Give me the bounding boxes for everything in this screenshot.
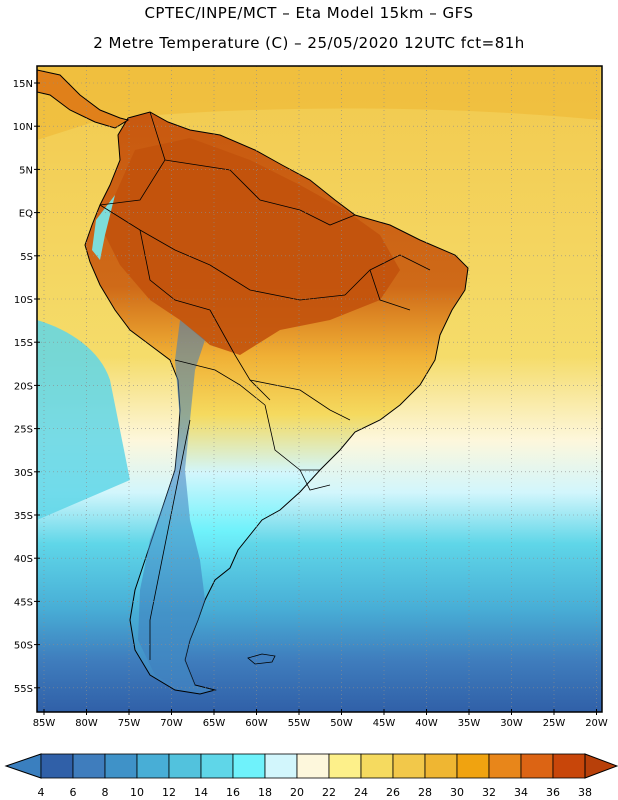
map-field bbox=[37, 66, 602, 712]
lat-tick-label: 5N bbox=[19, 165, 33, 176]
colorbar-label: 10 bbox=[130, 786, 144, 799]
lat-tick-label: 45S bbox=[14, 597, 33, 608]
colorbar-label: 4 bbox=[38, 786, 45, 799]
colorbar-label: 18 bbox=[258, 786, 272, 799]
colorbar-label: 34 bbox=[514, 786, 528, 799]
longitude-axis: 85W 80W 75W 70W 65W 60W 55W 50W 45W 40W 35W 30W 25W 2… bbox=[33, 709, 608, 729]
pacific-cool-area bbox=[37, 320, 130, 520]
colorbar-cell bbox=[456, 753, 490, 779]
colorbar-cell bbox=[264, 753, 298, 779]
lat-tick-label: 40S bbox=[14, 554, 33, 565]
lat-tick-label: 25S bbox=[14, 425, 33, 436]
falkland-islands bbox=[247, 653, 276, 665]
lat-tick-label: 5S bbox=[20, 252, 33, 263]
map-frame bbox=[36, 65, 603, 713]
colorbar-label: 12 bbox=[162, 786, 176, 799]
lon-tick-label: 80W bbox=[75, 718, 98, 729]
colorbar-label: 24 bbox=[354, 786, 368, 799]
lon-tick-label: 30W bbox=[500, 718, 523, 729]
colorbar-labels: 4 6 8 10 12 14 16 18 20 22 24 26 28 30 32 34 36 38 bbox=[38, 786, 593, 799]
north-warm-area bbox=[37, 66, 600, 140]
colorbar-cell bbox=[424, 753, 458, 779]
lon-tick-label: 50W bbox=[330, 718, 353, 729]
colorbar-cell bbox=[40, 753, 74, 779]
lat-tick-label: 15N bbox=[13, 79, 33, 90]
colorbar-cell bbox=[552, 753, 586, 779]
colorbar-label: 30 bbox=[450, 786, 464, 799]
lon-tick-label: 40W bbox=[415, 718, 438, 729]
colorbar-cell bbox=[360, 753, 394, 779]
colorbar: 4 6 8 10 12 14 16 18 20 22 24 26 28 30 32 34 36 38 bbox=[4, 753, 618, 799]
lon-tick-label: 55W bbox=[288, 718, 311, 729]
lon-tick-label: 75W bbox=[118, 718, 141, 729]
colorbar-label: 14 bbox=[194, 786, 208, 799]
colorbar-label: 20 bbox=[290, 786, 304, 799]
colorbar-label: 16 bbox=[226, 786, 240, 799]
colorbar-cells bbox=[40, 753, 586, 779]
colorbar-label: 32 bbox=[482, 786, 496, 799]
lat-tick-label: EQ bbox=[19, 209, 33, 220]
colorbar-cell bbox=[328, 753, 362, 779]
chart-title-line1: CPTEC/INPE/MCT – Eta Model 15km – GFS bbox=[144, 4, 474, 22]
lon-tick-label: 60W bbox=[245, 718, 268, 729]
colorbar-below-arrow bbox=[4, 753, 42, 779]
colorbar-cell bbox=[104, 753, 138, 779]
colorbar-label: 36 bbox=[546, 786, 560, 799]
lat-tick-label: 50S bbox=[14, 641, 33, 652]
colorbar-cell bbox=[392, 753, 426, 779]
lat-tick-label: 30S bbox=[14, 468, 33, 479]
lon-tick-label: 85W bbox=[33, 718, 56, 729]
colorbar-cell bbox=[136, 753, 170, 779]
colorbar-cell bbox=[232, 753, 266, 779]
colorbar-cell bbox=[296, 753, 330, 779]
colorbar-label: 28 bbox=[418, 786, 432, 799]
chart-title-line2: 2 Metre Temperature (C) – 25/05/2020 12U… bbox=[93, 34, 525, 52]
lon-tick-label: 20W bbox=[585, 718, 608, 729]
latitude-axis: 15N 10N 5N EQ 5S 10S 15S 20S 25S 30S 35S 40S 45S 50S 5… bbox=[13, 79, 40, 695]
colorbar-cell bbox=[520, 753, 554, 779]
colorbar-cell bbox=[488, 753, 522, 779]
lon-tick-label: 35W bbox=[458, 718, 481, 729]
colorbar-label: 38 bbox=[578, 786, 592, 799]
lat-tick-label: 55S bbox=[14, 684, 33, 695]
colorbar-label: 26 bbox=[386, 786, 400, 799]
lon-tick-label: 25W bbox=[543, 718, 566, 729]
lat-tick-label: 20S bbox=[14, 381, 33, 392]
central-america-land bbox=[37, 69, 130, 129]
colorbar-cell bbox=[168, 753, 202, 779]
colorbar-cell bbox=[72, 753, 106, 779]
lat-tick-label: 15S bbox=[14, 338, 33, 349]
colorbar-label: 8 bbox=[102, 786, 109, 799]
lon-tick-label: 70W bbox=[160, 718, 183, 729]
lat-tick-label: 10N bbox=[13, 122, 33, 133]
lon-tick-label: 65W bbox=[203, 718, 226, 729]
lon-tick-label: 45W bbox=[373, 718, 396, 729]
country-borders bbox=[99, 111, 431, 660]
colorbar-cell bbox=[200, 753, 234, 779]
colorbar-above-arrow bbox=[584, 753, 618, 779]
colorbar-label: 22 bbox=[322, 786, 336, 799]
lat-tick-label: 10S bbox=[14, 295, 33, 306]
colorbar-label: 6 bbox=[70, 786, 77, 799]
lat-tick-label: 35S bbox=[14, 511, 33, 522]
